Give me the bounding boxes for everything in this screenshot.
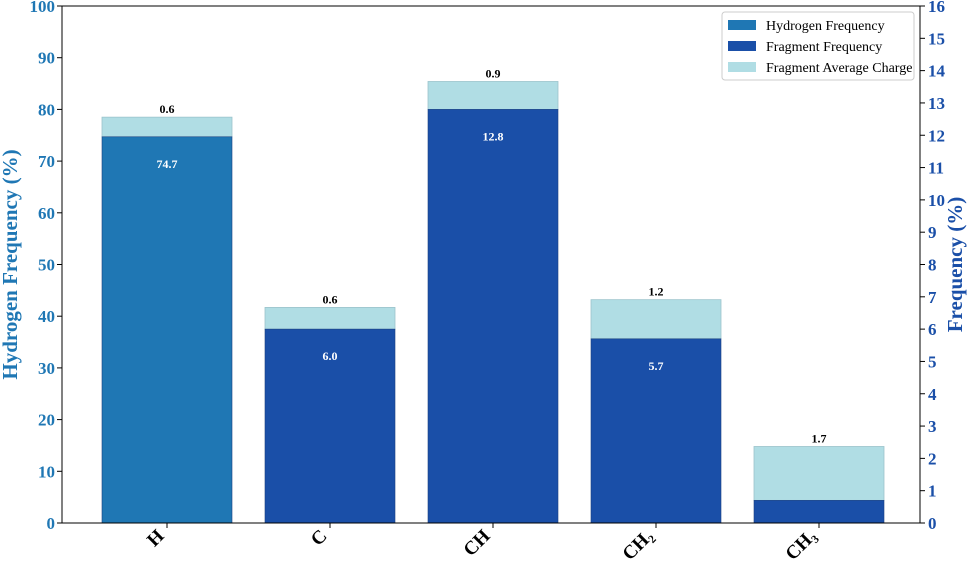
data-labels-layer: 0.6 74.7 0.6 6.0 0.9 12.8 1.2 5.7 1.7 0.7 xyxy=(157,66,827,534)
bar-charge-0 xyxy=(101,116,233,138)
label-base-1: 6.0 xyxy=(323,349,338,363)
legend-swatch-2 xyxy=(728,62,756,72)
left-tick-label-4: 40 xyxy=(38,307,55,326)
left-axis-title: Hydrogen Frequency (%) xyxy=(0,149,22,379)
bar-charge-2 xyxy=(427,81,559,110)
right-tick-label-16: 16 xyxy=(928,0,945,16)
label-charge-3: 1.2 xyxy=(649,285,664,299)
right-tick-label-11: 11 xyxy=(928,159,944,178)
legend-box xyxy=(721,11,915,81)
x-tick-label-2: CH xyxy=(460,526,495,561)
x-axis: H C CH CH₂ CH₃ xyxy=(143,523,821,565)
left-tick-label-1: 10 xyxy=(38,462,55,481)
label-charge-2: 0.9 xyxy=(486,66,501,80)
right-tick-label-10: 10 xyxy=(928,191,945,210)
x-tick-label-0: H xyxy=(143,526,168,551)
label-charge-1: 0.6 xyxy=(323,292,338,306)
bar-charge-1 xyxy=(264,307,396,330)
left-axis: 0 10 20 30 40 50 60 70 80 90 100 Hydrogen Frequency… xyxy=(0,0,62,533)
label-base-4: 0.7 xyxy=(812,520,827,534)
right-tick-label-4: 4 xyxy=(928,385,937,404)
left-tick-label-2: 20 xyxy=(38,411,55,430)
right-tick-label-13: 13 xyxy=(928,94,945,113)
x-tick-label-1: C xyxy=(307,526,332,551)
bar-fragment-1 xyxy=(264,328,396,524)
right-tick-label-0: 0 xyxy=(928,514,937,533)
label-base-2: 12.8 xyxy=(483,129,504,143)
legend-label-2: Fragment Average Charge xyxy=(766,61,912,76)
bar-charge-3 xyxy=(590,299,722,340)
label-base-3: 5.7 xyxy=(649,359,664,373)
right-tick-label-9: 9 xyxy=(928,223,937,242)
right-axis-title: Frequency (%) xyxy=(943,197,967,333)
bar-charge-4 xyxy=(753,446,885,501)
left-tick-label-9: 90 xyxy=(38,49,55,68)
legend-swatch-1 xyxy=(728,41,756,51)
right-tick-label-6: 6 xyxy=(928,320,937,339)
right-tick-label-1: 1 xyxy=(928,482,937,501)
right-tick-label-7: 7 xyxy=(928,288,937,307)
left-tick-label-3: 30 xyxy=(38,359,55,378)
left-tick-label-8: 80 xyxy=(38,100,55,119)
x-tick-label-3: CH₂ xyxy=(619,525,658,564)
bar-hydrogen-0 xyxy=(101,136,233,524)
left-tick-label-6: 60 xyxy=(38,204,55,223)
label-charge-0: 0.6 xyxy=(160,102,175,116)
right-tick-label-5: 5 xyxy=(928,352,937,371)
left-tick-label-7: 70 xyxy=(38,152,55,171)
left-tick-label-10: 100 xyxy=(30,0,56,16)
right-tick-label-8: 8 xyxy=(928,256,937,275)
legend-label-1: Fragment Frequency xyxy=(766,40,882,55)
right-tick-label-15: 15 xyxy=(928,29,945,48)
left-tick-label-0: 0 xyxy=(47,514,56,533)
right-tick-label-2: 2 xyxy=(928,449,937,468)
left-tick-label-5: 50 xyxy=(38,256,55,275)
right-tick-label-14: 14 xyxy=(928,62,946,81)
legend-label-0: Hydrogen Frequency xyxy=(766,19,885,34)
right-tick-label-12: 12 xyxy=(928,126,945,145)
bar-fragment-2 xyxy=(427,109,559,524)
label-charge-4: 1.7 xyxy=(812,431,827,445)
right-tick-label-3: 3 xyxy=(928,417,937,436)
label-base-0: 74.7 xyxy=(157,157,178,171)
legend-swatch-0 xyxy=(728,20,756,30)
bars-layer xyxy=(101,81,885,524)
bar-fragment-3 xyxy=(590,338,722,524)
legend: Hydrogen Frequency Fragment Frequency Frag… xyxy=(721,11,915,81)
